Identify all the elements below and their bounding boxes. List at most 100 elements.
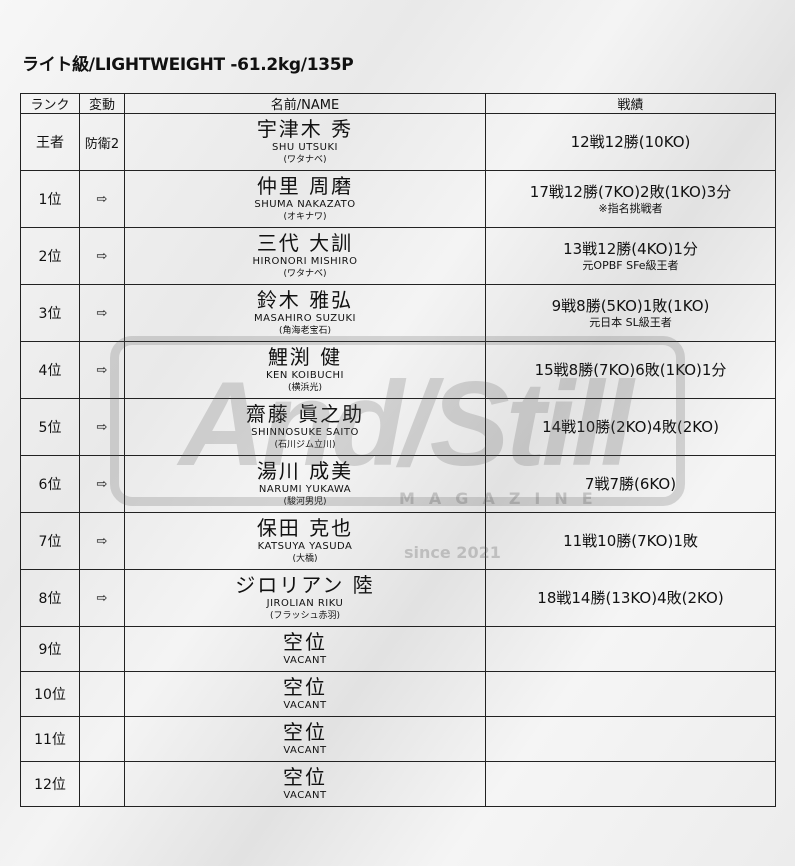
table-row: 11位 空位 VACANT: [20, 716, 776, 762]
record-note: ※指名挑戦者: [598, 201, 663, 215]
table-row: 8位 ⇨ ジロリアン 陸 JIROLIAN RIKU (フラッシュ赤羽) 18戦14勝(1…: [20, 569, 776, 627]
name-jp: 保田 克也: [256, 516, 354, 540]
page-title: ライト級/LIGHTWEIGHT -61.2kg/135P: [22, 55, 354, 75]
name-en: NARUMI YUKAWA: [258, 484, 352, 495]
record-cell: [485, 761, 776, 807]
rank-cell: 1位: [20, 170, 80, 228]
rank-cell: 王者: [20, 113, 80, 171]
name-cell: 三代 大訓 HIRONORI MISHIRO (ワタナベ): [124, 227, 486, 285]
record-text: 18戦14勝(13KO)4敗(2KO): [537, 588, 724, 607]
name-en: SHINNOSUKE SAITO: [251, 427, 359, 438]
rank-cell: 7位: [20, 512, 80, 570]
table-row: 3位 ⇨ 鈴木 雅弘 MASAHIRO SUZUKI (角海老宝石) 9戦8勝(5KO)1…: [20, 284, 776, 342]
name-cell: 空位 VACANT: [124, 716, 486, 762]
rank-cell: 9位: [20, 626, 80, 672]
name-jp: 宇津木 秀: [256, 117, 354, 141]
name-en: VACANT: [283, 655, 327, 666]
name-cell: 宇津木 秀 SHU UTSUKI (ワタナベ): [124, 113, 486, 171]
record-cell: 12戦12勝(10KO): [485, 113, 776, 171]
name-en: HIRONORI MISHIRO: [252, 256, 358, 267]
change-cell: ⇨: [79, 284, 125, 342]
change-cell: [79, 671, 125, 717]
record-cell: [485, 716, 776, 762]
name-jp: 空位: [283, 630, 327, 654]
name-en: SHU UTSUKI: [272, 142, 338, 153]
change-cell: ⇨: [79, 455, 125, 513]
table-header: ランク 変動 名前/NAME 戦績: [20, 93, 776, 114]
rank-cell: 10位: [20, 671, 80, 717]
rank-cell: 8位: [20, 569, 80, 627]
name-en: SHUMA NAKAZATO: [254, 199, 356, 210]
change-cell: [79, 626, 125, 672]
name-cell: ジロリアン 陸 JIROLIAN RIKU (フラッシュ赤羽): [124, 569, 486, 627]
name-cell: 鯉渕 健 KEN KOIBUCHI (横浜光): [124, 341, 486, 399]
change-cell: ⇨: [79, 569, 125, 627]
record-cell: 18戦14勝(13KO)4敗(2KO): [485, 569, 776, 627]
name-jp: 仲里 周磨: [256, 174, 354, 198]
gym-name: (ワタナベ): [283, 269, 327, 279]
record-text: 11戦10勝(7KO)1敗: [563, 531, 698, 550]
record-cell: 9戦8勝(5KO)1敗(1KO) 元日本 SL級王者: [485, 284, 776, 342]
record-text: 14戦10勝(2KO)4敗(2KO): [542, 417, 719, 436]
name-en: VACANT: [283, 745, 327, 756]
record-text: 17戦12勝(7KO)2敗(1KO)3分: [529, 182, 732, 201]
header-rank: ランク: [20, 93, 80, 114]
record-text: 13戦12勝(4KO)1分: [563, 239, 698, 258]
table-row: 1位 ⇨ 仲里 周磨 SHUMA NAKAZATO (オキナワ) 17戦12勝(7KO)2…: [20, 170, 776, 228]
change-cell: ⇨: [79, 170, 125, 228]
name-cell: 空位 VACANT: [124, 761, 486, 807]
table-row: 2位 ⇨ 三代 大訓 HIRONORI MISHIRO (ワタナベ) 13戦12勝(4KO…: [20, 227, 776, 285]
name-cell: 空位 VACANT: [124, 626, 486, 672]
name-cell: 齋藤 眞之助 SHINNOSUKE SAITO (石川ジム立川): [124, 398, 486, 456]
name-jp: ジロリアン 陸: [235, 573, 375, 597]
record-note: 元OPBF SFe級王者: [582, 258, 679, 272]
name-cell: 空位 VACANT: [124, 671, 486, 717]
change-cell: ⇨: [79, 398, 125, 456]
name-jp: 三代 大訓: [256, 231, 354, 255]
record-cell: 14戦10勝(2KO)4敗(2KO): [485, 398, 776, 456]
name-cell: 仲里 周磨 SHUMA NAKAZATO (オキナワ): [124, 170, 486, 228]
name-cell: 鈴木 雅弘 MASAHIRO SUZUKI (角海老宝石): [124, 284, 486, 342]
name-jp: 空位: [283, 720, 327, 744]
rank-cell: 6位: [20, 455, 80, 513]
record-cell: [485, 626, 776, 672]
name-en: VACANT: [283, 700, 327, 711]
record-cell: 11戦10勝(7KO)1敗: [485, 512, 776, 570]
header-change: 変動: [79, 93, 125, 114]
gym-name: (フラッシュ赤羽): [269, 611, 341, 621]
change-cell: 防衛2: [79, 113, 125, 171]
gym-name: (ワタナベ): [283, 155, 327, 165]
gym-name: (駿河男児): [283, 497, 327, 507]
change-cell: [79, 761, 125, 807]
change-cell: ⇨: [79, 227, 125, 285]
rank-cell: 4位: [20, 341, 80, 399]
name-en: KEN KOIBUCHI: [266, 370, 344, 381]
record-cell: [485, 671, 776, 717]
name-jp: 空位: [283, 675, 327, 699]
rank-cell: 3位: [20, 284, 80, 342]
name-en: KATSUYA YASUDA: [257, 541, 353, 552]
name-en: MASAHIRO SUZUKI: [254, 313, 356, 324]
table-row: 4位 ⇨ 鯉渕 健 KEN KOIBUCHI (横浜光) 15戦8勝(7KO)6敗(1KO…: [20, 341, 776, 399]
name-jp: 齋藤 眞之助: [245, 402, 365, 426]
record-text: 12戦12勝(10KO): [570, 132, 691, 151]
name-en: VACANT: [283, 790, 327, 801]
table-row: 9位 空位 VACANT: [20, 626, 776, 672]
change-cell: ⇨: [79, 341, 125, 399]
gym-name: (角海老宝石): [278, 326, 332, 336]
record-text: 7戦7勝(6KO): [584, 474, 677, 493]
record-text: 15戦8勝(7KO)6敗(1KO)1分: [534, 360, 727, 379]
name-cell: 保田 克也 KATSUYA YASUDA (大橋): [124, 512, 486, 570]
change-cell: [79, 716, 125, 762]
name-jp: 湯川 成美: [256, 459, 354, 483]
header-record: 戦績: [485, 93, 776, 114]
record-cell: 7戦7勝(6KO): [485, 455, 776, 513]
rankings-table: ランク 変動 名前/NAME 戦績 王者 防衛2 宇津木 秀 SHU UTSUKI (ワ…: [20, 93, 776, 807]
table-row: 6位 ⇨ 湯川 成美 NARUMI YUKAWA (駿河男児) 7戦7勝(6KO): [20, 455, 776, 513]
table-row: 10位 空位 VACANT: [20, 671, 776, 717]
name-jp: 空位: [283, 765, 327, 789]
record-cell: 17戦12勝(7KO)2敗(1KO)3分 ※指名挑戦者: [485, 170, 776, 228]
rank-cell: 2位: [20, 227, 80, 285]
table-row: 7位 ⇨ 保田 克也 KATSUYA YASUDA (大橋) 11戦10勝(7KO)1敗: [20, 512, 776, 570]
rank-cell: 11位: [20, 716, 80, 762]
